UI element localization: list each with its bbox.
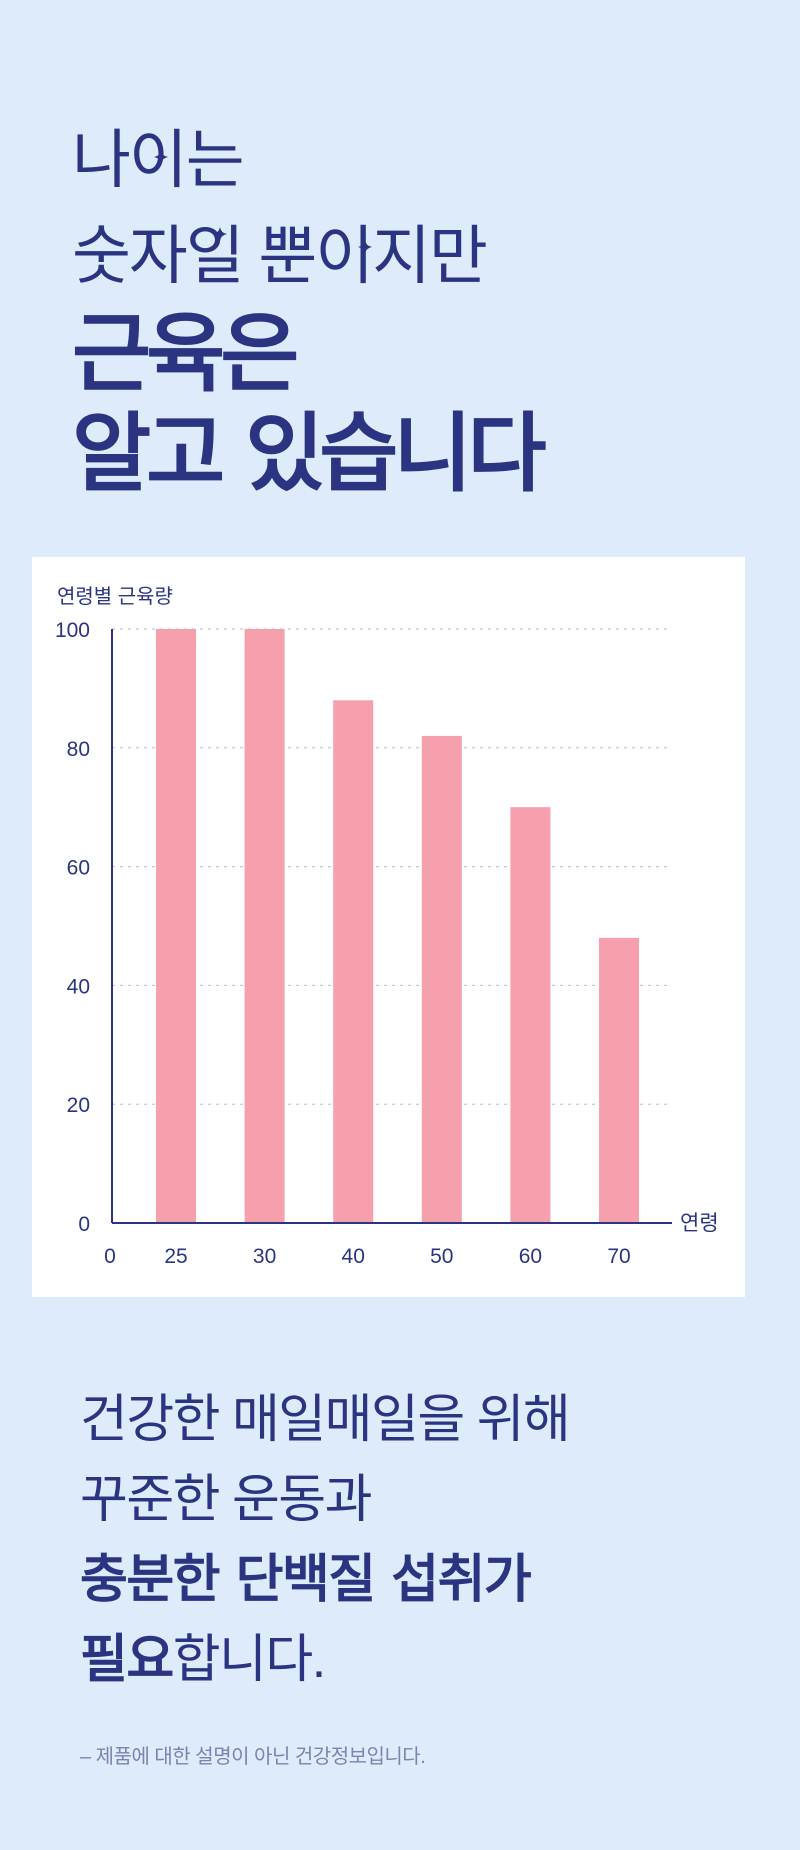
headline-line-1: 나이는 [72, 124, 245, 196]
bottom-line-3: 충분한 단백질 섭취가 [80, 1550, 532, 1610]
bars [156, 629, 639, 1223]
sparkle-icon [358, 240, 372, 254]
bottom-line-4: 필요합니다. [80, 1620, 569, 1700]
y-tick-label: 20 [67, 1094, 90, 1117]
chart-title: 연령별 근육량 [57, 585, 173, 608]
x-tick-label: 70 [607, 1245, 630, 1268]
headline-line-4: 알고 있습니다 [72, 404, 547, 504]
bar-40 [333, 700, 374, 1223]
x-tick-labels: 25 30 40 50 60 70 [164, 1245, 630, 1268]
headline: 나이는 숫자일 뿐이지만 근육은 알고 있습니다 [72, 112, 547, 504]
sparkle-icon [213, 227, 227, 241]
bottom-line-1: 건강한 매일매일을 위해 [80, 1391, 571, 1449]
y-tick-labels: 0 20 40 60 80 100 [55, 619, 90, 1236]
bottom-line-2: 꾸준한 운동과 [80, 1471, 373, 1529]
bar-70 [599, 937, 639, 1223]
bar-30 [244, 629, 285, 1223]
bar-chart: 연령별 근육량 0 20 40 60 80 100 25 30 40 50 60 70 0 연령 [55, 585, 719, 1268]
grid-lines [112, 628, 672, 1105]
bottom-message: 건강한 매일매일을 위해 꾸준한 운동과 충분한 단백질 섭취가 필요합니다. [80, 1380, 571, 1700]
chart-card: 연령별 근육량 0 20 40 60 80 100 25 30 40 50 60 70 0 연령 [32, 557, 745, 1297]
y-tick-label: 0 [78, 1213, 90, 1236]
x-tick-label: 60 [519, 1245, 542, 1268]
headline-line-2: 숫자일 뿐이지만 [72, 220, 488, 292]
disclaimer-note: – 제품에 대한 설명이 아닌 건강정보입니다. [80, 1746, 426, 1768]
y-tick-label: 80 [67, 738, 90, 761]
x-tick-label: 30 [253, 1245, 276, 1268]
y-tick-label: 100 [55, 619, 90, 642]
x-tick-label: 40 [342, 1245, 365, 1268]
headline-line-3: 근육은 [72, 304, 299, 404]
y-tick-label: 60 [67, 857, 90, 880]
x-tick-label: 50 [430, 1245, 453, 1268]
x-origin-label: 0 [104, 1245, 116, 1268]
bottom-line-4-rest: 합니다. [172, 1631, 326, 1689]
bottom-line-4-bold: 필요 [80, 1630, 174, 1690]
y-tick-label: 40 [67, 975, 90, 998]
sparkle-icon [154, 150, 168, 164]
bar-25 [156, 629, 196, 1223]
bar-50 [421, 735, 462, 1223]
x-tick-label: 25 [164, 1245, 187, 1268]
x-axis-label: 연령 [680, 1212, 719, 1235]
bar-60 [510, 807, 551, 1223]
